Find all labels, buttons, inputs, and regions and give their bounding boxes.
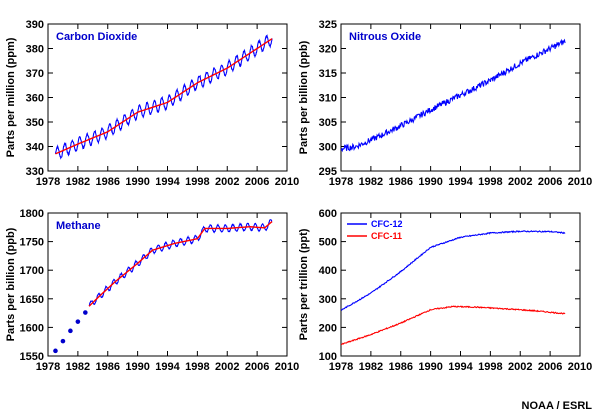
- y-tick-label: 1550: [20, 351, 44, 363]
- x-tick-label: 2002: [215, 176, 239, 188]
- x-tick-label: 1990: [418, 361, 442, 373]
- x-tick-label: 1990: [125, 361, 149, 373]
- y-tick-label: 400: [319, 265, 337, 277]
- x-tick-label: 1986: [96, 176, 120, 188]
- chart-panel-1: 1978 1982 1986 1990 1994 1998 2002 2006 2010 330 3…: [5, 19, 299, 188]
- series-line-2: [55, 38, 273, 155]
- y-tick-label: 500: [319, 237, 337, 249]
- x-tick-label: 2010: [568, 176, 592, 188]
- series-line-2: [88, 221, 273, 307]
- y-tick-label: 325: [319, 19, 337, 31]
- x-tick-label: 1982: [359, 361, 383, 373]
- y-tick-label: 330: [26, 166, 44, 178]
- series-line-1: [88, 219, 273, 307]
- y-tick-label: 320: [319, 44, 337, 56]
- series-line-2: [341, 305, 566, 346]
- y-tick-label: 295: [319, 166, 337, 178]
- x-tick-label: 1998: [185, 361, 209, 373]
- x-tick-label: 1998: [478, 176, 502, 188]
- x-tick-label: 2006: [538, 176, 562, 188]
- y-tick-label: 100: [319, 351, 337, 363]
- y-tick-label: 350: [26, 117, 44, 129]
- x-tick-label: 1998: [185, 176, 209, 188]
- y-tick-label: 305: [319, 117, 337, 129]
- x-tick-label: 1978: [36, 176, 60, 188]
- x-tick-label: 1990: [125, 176, 149, 188]
- y-tick-label: 360: [26, 93, 44, 105]
- data-point: [68, 328, 73, 334]
- x-tick-label: 1994: [155, 361, 180, 373]
- y-tick-label: 380: [26, 44, 44, 56]
- x-tick-label: 2006: [245, 361, 269, 373]
- chart-panel-2: 1978 1982 1986 1990 1994 1998 2002 2006 2010 295 3…: [298, 19, 592, 188]
- y-tick-label: 1650: [20, 294, 44, 306]
- data-point: [60, 338, 66, 344]
- plot-frame: [340, 23, 581, 172]
- y-tick-label: 1750: [20, 237, 44, 249]
- y-axis-label: Parts per trillion (ppt): [298, 228, 310, 340]
- x-tick-label: 1978: [329, 361, 353, 373]
- y-tick-label: 310: [319, 93, 337, 105]
- y-tick-label: 315: [319, 68, 337, 80]
- y-tick-label: 390: [26, 19, 44, 31]
- legend-entry: CFC-11: [371, 231, 402, 241]
- y-axis-label: Parts per billion (ppb): [5, 227, 17, 341]
- x-tick-label: 1986: [96, 361, 120, 373]
- data-point: [83, 310, 88, 315]
- x-tick-label: 2010: [568, 361, 592, 373]
- y-axis-label: Parts per million (ppm): [5, 37, 17, 157]
- x-tick-label: 1978: [329, 176, 353, 188]
- x-tick-label: 2006: [538, 361, 562, 373]
- data-point: [75, 319, 81, 324]
- chart-panel-3: 1978 1982 1986 1990 1994 1998 2002 2006 2010 1550…: [5, 208, 299, 373]
- x-tick-label: 2002: [508, 361, 532, 373]
- x-tick-label: 1982: [66, 176, 90, 188]
- y-tick-label: 600: [319, 208, 337, 220]
- x-tick-label: 2010: [275, 176, 299, 188]
- x-tick-label: 1986: [389, 361, 413, 373]
- y-axis-label: Parts per billion (ppb): [298, 40, 310, 154]
- credit-text: NOAA / ESRL: [521, 400, 593, 412]
- plot-frame: [47, 212, 288, 357]
- x-tick-label: 1994: [448, 361, 473, 373]
- x-tick-label: 1994: [448, 176, 473, 188]
- x-tick-label: 1982: [66, 361, 90, 373]
- x-tick-label: 1978: [36, 361, 60, 373]
- series-line-1: [341, 38, 566, 153]
- y-tick-label: 300: [319, 294, 337, 306]
- data-point: [53, 348, 58, 354]
- x-tick-label: 2006: [245, 176, 269, 188]
- chart-title: Carbon Dioxide: [56, 31, 137, 43]
- chart-title: Nitrous Oxide: [349, 31, 421, 43]
- x-tick-label: 2010: [275, 361, 299, 373]
- legend-entry: CFC-12: [371, 219, 403, 229]
- chart-panel-4: 1978 1982 1986 1990 1994 1998 2002 2006 2010 100 2…: [298, 208, 592, 373]
- x-tick-label: 2002: [215, 361, 239, 373]
- y-tick-label: 1800: [20, 208, 44, 220]
- y-tick-label: 1600: [20, 322, 44, 334]
- x-tick-label: 1986: [389, 176, 413, 188]
- x-tick-label: 1990: [418, 176, 442, 188]
- x-tick-label: 2002: [508, 176, 532, 188]
- y-tick-label: 300: [319, 142, 337, 154]
- series-line-1: [341, 230, 566, 311]
- y-tick-label: 1700: [20, 265, 44, 277]
- y-tick-label: 340: [26, 142, 44, 154]
- chart-title: Methane: [56, 220, 101, 232]
- x-tick-label: 1982: [359, 176, 383, 188]
- y-tick-label: 370: [26, 68, 44, 80]
- x-tick-label: 1994: [155, 176, 180, 188]
- x-tick-label: 1998: [478, 361, 502, 373]
- y-tick-label: 200: [319, 322, 337, 334]
